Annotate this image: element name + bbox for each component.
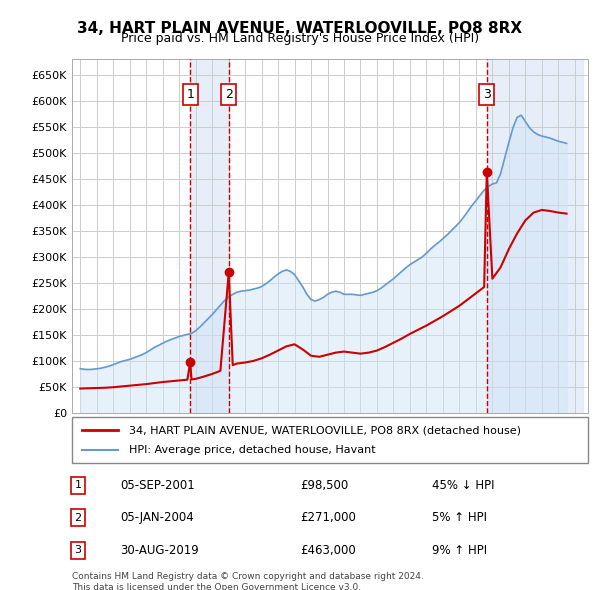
Text: 30-AUG-2019: 30-AUG-2019 bbox=[120, 543, 199, 557]
Text: 2: 2 bbox=[225, 88, 233, 101]
Text: 34, HART PLAIN AVENUE, WATERLOOVILLE, PO8 8RX: 34, HART PLAIN AVENUE, WATERLOOVILLE, PO… bbox=[77, 21, 523, 35]
FancyBboxPatch shape bbox=[72, 417, 588, 463]
Text: 1: 1 bbox=[186, 88, 194, 101]
Text: £271,000: £271,000 bbox=[300, 511, 356, 525]
Text: £463,000: £463,000 bbox=[300, 543, 356, 557]
Text: HPI: Average price, detached house, Havant: HPI: Average price, detached house, Hava… bbox=[129, 445, 376, 455]
Text: 05-JAN-2004: 05-JAN-2004 bbox=[120, 511, 194, 525]
Bar bbox=[190, 59, 229, 413]
Text: 34, HART PLAIN AVENUE, WATERLOOVILLE, PO8 8RX (detached house): 34, HART PLAIN AVENUE, WATERLOOVILLE, PO… bbox=[129, 425, 521, 435]
Text: Contains HM Land Registry data © Crown copyright and database right 2024.
This d: Contains HM Land Registry data © Crown c… bbox=[72, 572, 424, 590]
Text: 1: 1 bbox=[74, 480, 82, 490]
Text: 5% ↑ HPI: 5% ↑ HPI bbox=[432, 511, 487, 525]
Text: £98,500: £98,500 bbox=[300, 478, 348, 492]
Text: 45% ↓ HPI: 45% ↓ HPI bbox=[432, 478, 494, 492]
Text: 05-SEP-2001: 05-SEP-2001 bbox=[120, 478, 195, 492]
Text: 3: 3 bbox=[74, 545, 82, 555]
Text: Price paid vs. HM Land Registry's House Price Index (HPI): Price paid vs. HM Land Registry's House … bbox=[121, 32, 479, 45]
Text: 3: 3 bbox=[483, 88, 491, 101]
Text: 2: 2 bbox=[74, 513, 82, 523]
Bar bbox=[487, 59, 583, 413]
Text: 9% ↑ HPI: 9% ↑ HPI bbox=[432, 543, 487, 557]
